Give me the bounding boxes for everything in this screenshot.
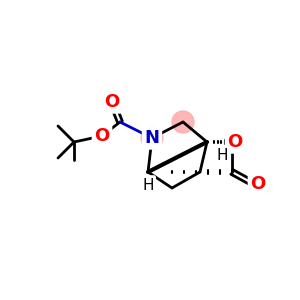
Circle shape bbox=[172, 111, 194, 133]
Text: O: O bbox=[227, 133, 243, 151]
Text: H: H bbox=[216, 148, 228, 163]
Text: O: O bbox=[94, 127, 110, 145]
Text: O: O bbox=[250, 175, 266, 193]
Text: O: O bbox=[104, 93, 120, 111]
Text: H: H bbox=[142, 178, 154, 193]
Circle shape bbox=[141, 127, 163, 149]
Text: N: N bbox=[145, 129, 160, 147]
